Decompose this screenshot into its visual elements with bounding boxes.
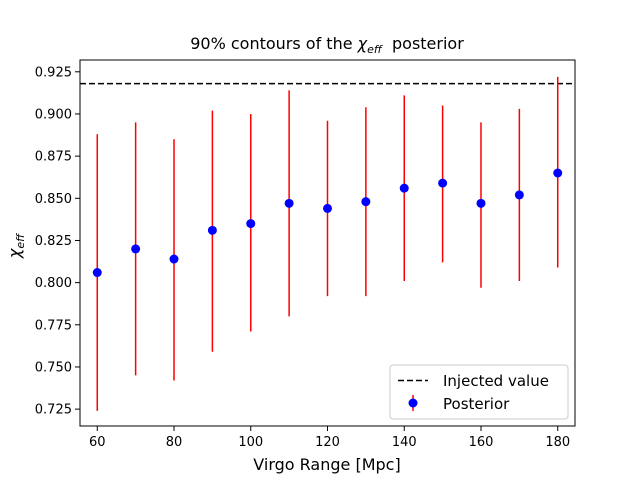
posterior-point	[131, 244, 141, 254]
x-tick-label: 80	[166, 435, 183, 450]
y-tick-label: 0.925	[35, 65, 72, 80]
legend-injected-label: Injected value	[443, 372, 549, 390]
x-tick-label: 160	[469, 435, 494, 450]
chart-title-suffix: posterior	[382, 34, 464, 53]
plot-area: 60 80 100 120 140 160 180 0.725 0.750 0.775 0.800 0…	[35, 59, 576, 450]
y-axis-label: χeff	[5, 233, 27, 259]
posterior-point	[476, 198, 486, 208]
y-axis-label-subscript: eff	[14, 233, 27, 249]
x-tick-label: 60	[89, 435, 106, 450]
legend-frame	[389, 364, 569, 420]
x-tick-label: 100	[238, 435, 263, 450]
y-tick-label: 0.850	[35, 192, 72, 207]
posterior-point	[553, 168, 563, 178]
posterior-point	[284, 198, 294, 208]
legend-posterior-marker-swatch	[408, 398, 418, 408]
x-tick-label: 180	[545, 435, 570, 450]
y-tick-label: 0.750	[35, 360, 72, 375]
posterior-point	[92, 268, 102, 278]
x-tick-label: 140	[392, 435, 417, 450]
posterior-point	[514, 190, 524, 200]
legend-posterior-label: Posterior	[443, 395, 510, 413]
chart-title-prefix: 90% contours of the	[190, 34, 357, 53]
posterior-point	[169, 254, 179, 264]
posterior-point	[246, 219, 256, 229]
y-tick-label: 0.825	[35, 234, 72, 249]
legend: Injected value Posterior	[389, 364, 569, 420]
chart-title-symbol: χ	[357, 34, 368, 53]
posterior-point	[323, 203, 332, 213]
x-axis-label: Virgo Range [Mpc]	[253, 455, 400, 474]
chart-title: 90% contours of the χeff posterior	[190, 34, 464, 56]
posterior-point	[361, 197, 371, 207]
y-tick-label: 0.775	[35, 318, 72, 333]
posterior-point	[438, 178, 448, 188]
y-tick-label: 0.725	[35, 403, 72, 418]
posterior-point	[399, 183, 409, 193]
x-tick-label: 120	[315, 435, 340, 450]
y-tick-label: 0.900	[35, 107, 72, 122]
y-tick-label: 0.800	[35, 276, 72, 291]
chart-title-subscript: eff	[367, 43, 383, 56]
posterior-point	[207, 225, 217, 235]
y-axis-label-symbol: χ	[5, 248, 24, 259]
y-tick-label: 0.875	[35, 150, 72, 165]
